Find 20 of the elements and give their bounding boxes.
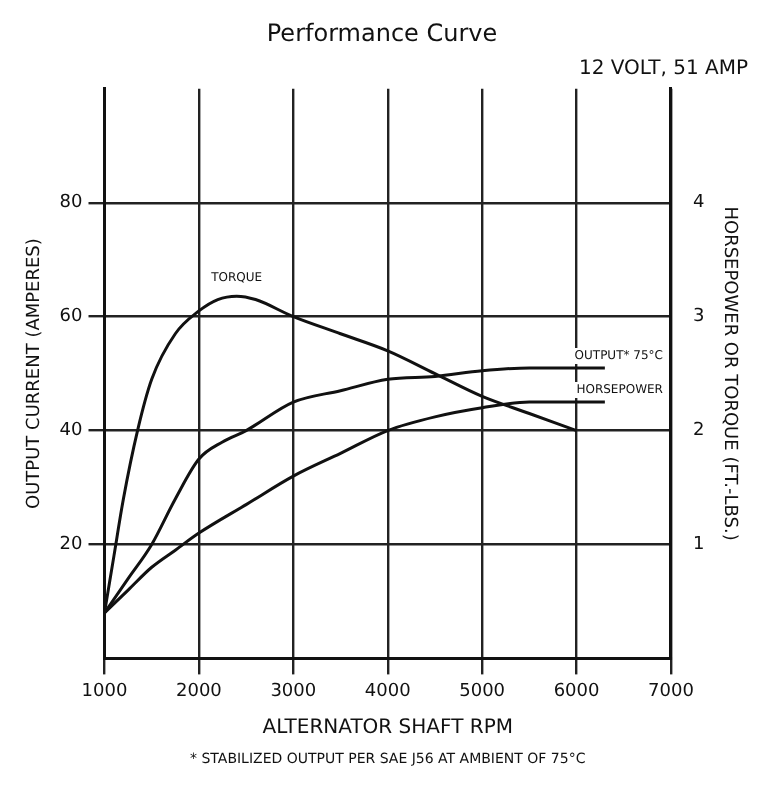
y-tick-label: 80	[59, 193, 84, 214]
y2-tick-label: 1	[692, 535, 705, 556]
y-tick-label: 60	[59, 307, 84, 328]
y-tick-label: 40	[59, 421, 84, 442]
x-tick-label: 4000	[364, 681, 412, 702]
x-tick-label: 7000	[648, 681, 695, 702]
chart-title: Performance Curve	[266, 18, 498, 47]
chart-subtitle: 12 VOLT, 51 AMP	[578, 57, 748, 80]
y2-tick-label: 3	[692, 307, 705, 328]
y2-tick-label: 4	[692, 193, 705, 214]
y2-axis-title: HORSEPOWER OR TORQUE (FT.-LBS.)	[718, 206, 739, 541]
x-tick-label: 5000	[459, 681, 506, 702]
x-tick-label: 3000	[270, 681, 317, 702]
x-tick-label: 2000	[176, 681, 223, 702]
x-axis-title: ALTERNATOR SHAFT RPM	[262, 717, 513, 740]
y2-tick-label: 2	[692, 421, 705, 442]
x-tick-label: 6000	[553, 681, 600, 702]
y-axis-title: OUTPUT CURRENT (AMPERES)	[25, 238, 46, 510]
x-tick-label: 1000	[81, 681, 128, 702]
y-tick-label: 20	[59, 535, 84, 556]
